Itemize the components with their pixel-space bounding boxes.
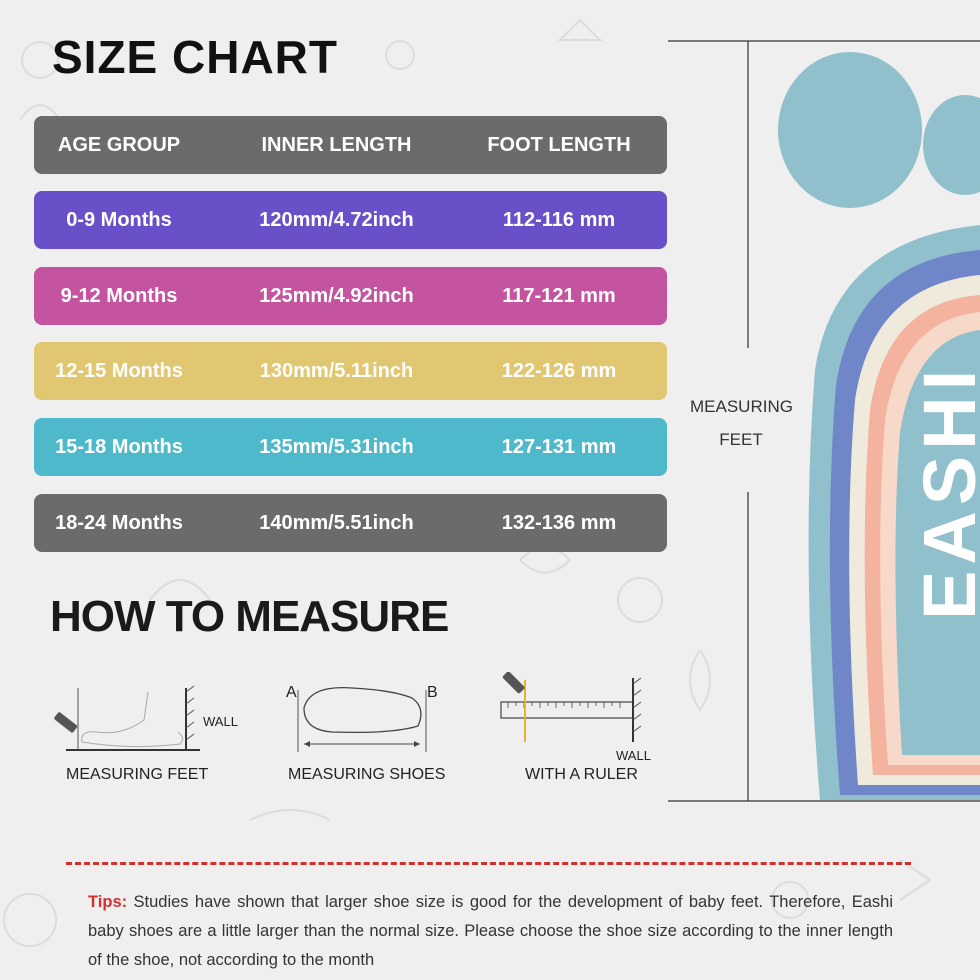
age-cell: 18-24 Months	[55, 511, 183, 534]
foot-illustration: EASHI	[778, 52, 980, 800]
point-b-label: B	[427, 684, 438, 701]
tips-divider	[66, 862, 911, 865]
ruler-icon	[500, 672, 642, 742]
foot-length-cell: 127-131 mm	[501, 435, 617, 458]
how-to-measure-title: HOW TO MEASURE	[50, 592, 449, 641]
table-row: 18-24 Months 140mm/5.51inch 132-136 mm	[34, 494, 667, 552]
tips-paragraph: Tips: Studies have shown that larger sho…	[88, 888, 893, 975]
inner-length-cell: 135mm/5.31inch	[259, 435, 414, 458]
measuring-label-line1: MEASURING	[690, 397, 793, 416]
size-chart-title: SIZE CHART	[52, 31, 338, 83]
header-inner-length: INNER LENGTH	[261, 133, 412, 156]
table-row: 12-15 Months 130mm/5.11inch 122-126 mm	[34, 342, 667, 400]
measuring-feet-icon	[54, 685, 200, 751]
age-cell: 0-9 Months	[66, 208, 172, 231]
brand-text: EASHI	[908, 364, 980, 620]
header-age-group: AGE GROUP	[57, 133, 181, 156]
tips-text: Studies have shown that larger shoe size…	[88, 893, 893, 969]
age-cell: 12-15 Months	[55, 359, 183, 382]
inner-length-cell: 140mm/5.51inch	[259, 511, 414, 534]
foot-length-cell: 117-121 mm	[502, 284, 616, 307]
foot-length-cell: 132-136 mm	[501, 511, 617, 534]
inner-length-cell: 130mm/5.11inch	[259, 359, 414, 382]
measuring-shoes-icon	[297, 687, 427, 752]
age-cell: 15-18 Months	[55, 435, 183, 458]
table-row: 15-18 Months 135mm/5.31inch 127-131 mm	[34, 418, 667, 476]
measuring-feet-caption: MEASURING FEET	[66, 766, 209, 783]
brand-logo: EASHI	[908, 364, 980, 620]
tips-label: Tips:	[88, 893, 128, 911]
wall-label: WALL	[616, 748, 651, 763]
point-a-label: A	[286, 684, 297, 701]
foot-length-cell: 112-116 mm	[502, 208, 616, 231]
age-cell: 9-12 Months	[60, 284, 178, 307]
inner-length-cell: 125mm/4.92inch	[259, 284, 414, 307]
foot-length-cell: 122-126 mm	[501, 359, 617, 382]
measuring-shoes-caption: MEASURING SHOES	[288, 766, 446, 783]
measure-frame	[668, 40, 980, 802]
table-row: 9-12 Months 125mm/4.92inch 117-121 mm	[34, 267, 667, 325]
table-row: 0-9 Months 120mm/4.72inch 112-116 mm	[34, 191, 667, 249]
header-foot-length: FOOT LENGTH	[487, 133, 631, 156]
wall-label: WALL	[203, 714, 238, 729]
inner-length-cell: 120mm/4.72inch	[259, 208, 414, 231]
table-header: AGE GROUP INNER LENGTH FOOT LENGTH	[34, 116, 667, 174]
measuring-label-line2: FEET	[719, 430, 763, 449]
ruler-caption: WITH A RULER	[525, 766, 638, 783]
